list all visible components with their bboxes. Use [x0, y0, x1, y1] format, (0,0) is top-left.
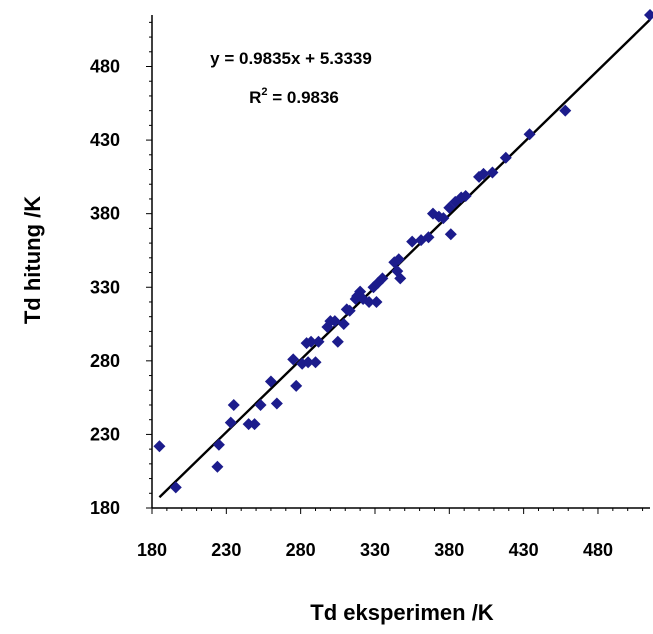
data-point — [331, 335, 344, 348]
y-axis-title: Td hitung /K — [20, 196, 45, 324]
data-point — [302, 356, 315, 369]
data-point — [459, 190, 472, 203]
data-point — [337, 318, 350, 331]
data-point — [376, 272, 389, 285]
r-squared-exponent: 2 — [261, 86, 267, 98]
data-point — [394, 272, 407, 285]
data-point — [305, 335, 318, 348]
data-point — [370, 295, 383, 308]
data-point — [312, 335, 325, 348]
data-points — [153, 9, 653, 494]
y-tick-label: 230 — [90, 424, 120, 444]
data-point — [406, 235, 419, 248]
axes — [151, 15, 650, 509]
data-point — [309, 356, 322, 369]
tick-labels: 180 180 230 230 280 280 330 330 380 380 430 430 480 4… — [90, 57, 613, 560]
data-point — [523, 128, 536, 141]
data-point — [644, 9, 653, 21]
data-point — [392, 253, 405, 266]
y-tick-label: 330 — [90, 277, 120, 297]
data-point — [422, 231, 435, 244]
r-squared-value: = 0.9836 — [268, 88, 339, 107]
y-tick-label: 280 — [90, 351, 120, 371]
data-point — [227, 398, 240, 411]
data-point — [559, 104, 572, 117]
trendline-layer — [158, 18, 651, 499]
data-point — [212, 438, 225, 451]
data-point — [169, 481, 182, 494]
x-tick-label: 480 — [583, 540, 613, 560]
y-tick-label: 180 — [90, 498, 120, 518]
data-point — [211, 460, 224, 473]
r-squared-label: R2 = 0.9836 — [249, 86, 339, 107]
data-point — [248, 418, 261, 431]
x-tick-label: 330 — [360, 540, 390, 560]
x-axis-title: Td eksperimen /K — [310, 600, 494, 625]
y-tick-label: 430 — [90, 130, 120, 150]
data-point — [264, 375, 277, 388]
y-tick-label: 380 — [90, 204, 120, 224]
x-tick-label: 380 — [434, 540, 464, 560]
data-point — [437, 212, 450, 225]
x-tick-label: 280 — [286, 540, 316, 560]
data-point — [363, 295, 376, 308]
r-squared-prefix: R — [249, 88, 261, 107]
data-point — [153, 440, 166, 453]
data-point — [477, 167, 490, 180]
data-point — [290, 379, 303, 392]
x-tick-label: 180 — [137, 540, 167, 560]
y-tick-label: 480 — [90, 57, 120, 77]
data-point — [270, 397, 283, 410]
tick-marks — [146, 21, 644, 514]
x-tick-label: 230 — [211, 540, 241, 560]
data-point — [287, 353, 300, 366]
data-point — [444, 228, 457, 241]
trendline — [158, 18, 651, 499]
data-point — [499, 151, 512, 164]
data-point — [343, 304, 356, 317]
data-point — [254, 398, 267, 411]
data-point — [224, 416, 237, 429]
x-tick-label: 430 — [509, 540, 539, 560]
trendline-equation: y = 0.9835x + 5.3339 — [210, 49, 372, 68]
data-point — [486, 166, 499, 179]
